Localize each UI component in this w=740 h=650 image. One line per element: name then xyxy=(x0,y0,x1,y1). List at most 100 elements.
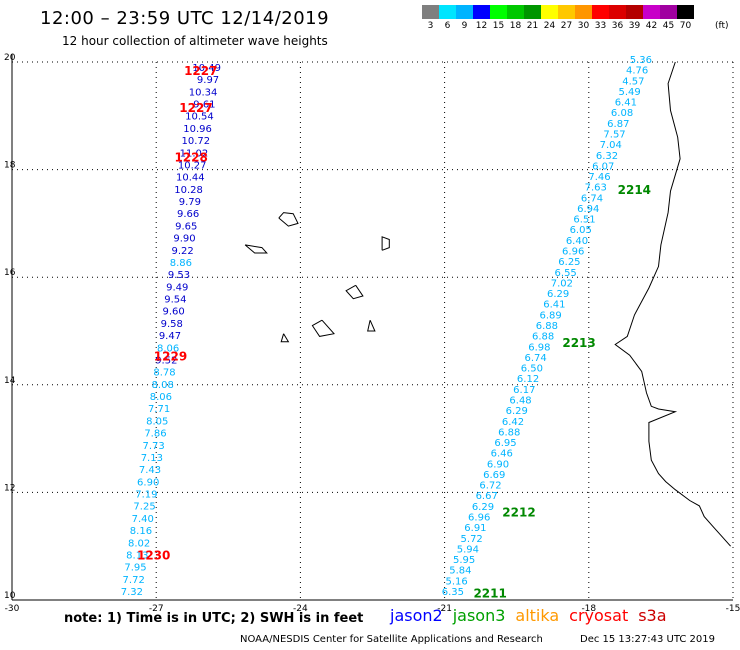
wave-height-obs: 7.32 xyxy=(121,587,143,598)
coastline-segment xyxy=(280,333,290,343)
wave-height-obs: 5.49 xyxy=(618,87,640,98)
wave-height-obs: 8.06 xyxy=(150,392,172,403)
wave-height-obs: 10.27 xyxy=(178,160,207,171)
generated-timestamp: Dec 15 13:27:43 UTC 2019 xyxy=(580,634,715,645)
scale-label: 15 xyxy=(492,21,505,31)
wave-height-obs: 4.76 xyxy=(626,66,648,77)
footnote: note: 1) Time is in UTC; 2) SWH is in fe… xyxy=(64,611,364,626)
wave-height-obs: 9.90 xyxy=(173,234,195,245)
wave-height-obs: 6.48 xyxy=(509,395,531,406)
wave-height-obs: 6.90 xyxy=(137,477,159,488)
wave-height-obs: 6.32 xyxy=(596,151,618,162)
wave-height-obs: 7.04 xyxy=(600,140,622,151)
wave-height-obs: 6.42 xyxy=(502,417,524,428)
wave-height-obs: 9.53 xyxy=(168,270,190,281)
wave-height-obs: 6.05 xyxy=(570,225,592,236)
coastline-segment xyxy=(345,284,364,300)
chart-subtitle: 12 hour collection of altimeter wave hei… xyxy=(62,34,328,48)
wave-height-obs: 9.79 xyxy=(179,197,201,208)
pass-number-label: 1228 xyxy=(174,151,207,165)
scale-swatch xyxy=(626,5,643,19)
wave-height-obs: 7.73 xyxy=(143,441,165,452)
wave-height-obs: 6.74 xyxy=(524,353,546,364)
wave-height-obs: 6.07 xyxy=(592,161,614,172)
wave-height-obs: 9.22 xyxy=(172,246,194,257)
wave-height-obs: 7.19 xyxy=(135,490,157,501)
wave-height-obs: 7.25 xyxy=(133,502,155,513)
pass-number-label: 1229 xyxy=(154,350,187,364)
wave-height-obs: 6.87 xyxy=(607,119,629,130)
scale-label: 27 xyxy=(560,21,573,31)
wave-height-obs: 10.34 xyxy=(189,87,218,98)
coastline xyxy=(244,61,731,547)
scale-label: 39 xyxy=(628,21,641,31)
pass-number-label: 1227 xyxy=(184,64,217,78)
satellite-legend-cryosat: cryosat xyxy=(569,606,629,625)
wave-height-obs: 6.88 xyxy=(536,321,558,332)
scale-label: 6 xyxy=(444,21,451,31)
wave-height-obs: 9.58 xyxy=(161,319,183,330)
wave-height-obs: 6.88 xyxy=(532,332,554,343)
wave-height-obs: 6.88 xyxy=(498,427,520,438)
wave-height-obs: 5.94 xyxy=(457,544,479,555)
scale-label: 12 xyxy=(475,21,488,31)
scale-swatch xyxy=(422,5,439,19)
lat-lon-grid xyxy=(11,54,734,601)
lat-tick-label: 12 xyxy=(4,483,15,493)
scale-swatch xyxy=(439,5,456,19)
pass-number-label: 1227 xyxy=(179,101,212,115)
credit-line: NOAA/NESDIS Center for Satellite Applica… xyxy=(240,634,543,645)
wave-height-obs: 9.47 xyxy=(159,331,181,342)
wave-height-obs: 8.02 xyxy=(128,538,150,549)
scale-swatch xyxy=(456,5,473,19)
scale-swatch xyxy=(541,5,558,19)
wave-height-obs: 9.97 xyxy=(197,75,219,86)
wave-height-obs: 8.86 xyxy=(170,258,192,269)
wave-height-obs: 6.50 xyxy=(521,364,543,375)
wave-height-obs: 8.78 xyxy=(153,368,175,379)
satellite-legend-jason2: jason2 xyxy=(390,606,443,625)
satellite-legend-altika: altika xyxy=(515,606,560,625)
satellite-legend: jason2 jason3 altika cryosat s3a xyxy=(390,606,667,625)
wave-height-obs: 9.65 xyxy=(175,221,197,232)
scale-swatch xyxy=(592,5,609,19)
wave-height-obs: 7.46 xyxy=(588,172,610,183)
track-west: 10.499.9710.349.6110.5410.9610.7211.0210… xyxy=(121,63,221,598)
scale-swatch xyxy=(473,5,490,19)
wave-height-obs: 9.60 xyxy=(162,307,184,318)
wave-height-obs: 6.74 xyxy=(581,193,603,204)
lon-tick-label: -24 xyxy=(293,604,308,614)
scale-label: 33 xyxy=(594,21,607,31)
wave-height-obs: 5.72 xyxy=(461,534,483,545)
wave-height-obs: 7.95 xyxy=(124,563,146,574)
scale-label: 45 xyxy=(662,21,675,31)
lon-tick-label: -18 xyxy=(581,604,596,614)
color-scale: 3 6 9 12 15 18 21 24 27 30 33 36 39 42 45 70 (ft) xyxy=(422,5,729,31)
pass-number-label: 2211 xyxy=(473,586,506,600)
lat-tick-label: 10 xyxy=(4,591,16,601)
lat-tick-label: 16 xyxy=(4,268,16,278)
wave-height-obs: 6.41 xyxy=(543,300,565,311)
scale-swatch xyxy=(507,5,524,19)
wave-height-obs: 8.05 xyxy=(146,416,168,427)
wave-height-obs: 6.46 xyxy=(491,449,513,460)
wave-height-obs: 11.02 xyxy=(180,148,209,159)
scale-swatch xyxy=(609,5,626,19)
wave-height-obs: 7.13 xyxy=(141,453,163,464)
pass-number-label: 2213 xyxy=(562,336,595,350)
scale-label: 18 xyxy=(509,21,522,31)
wave-height-obs: 10.96 xyxy=(183,124,212,135)
coastline-segment xyxy=(614,61,731,547)
wave-height-obs: 6.25 xyxy=(558,257,580,268)
wave-height-obs: 10.44 xyxy=(176,173,205,184)
lon-tick-label: -30 xyxy=(5,604,20,614)
scale-label: 24 xyxy=(543,21,556,31)
wave-height-obs: 6.12 xyxy=(517,374,539,385)
wave-height-obs: 6.51 xyxy=(573,215,595,226)
wave-height-obs: 6.98 xyxy=(528,342,550,353)
wave-height-obs: 7.02 xyxy=(551,278,573,289)
scale-label: 21 xyxy=(526,21,539,31)
wave-height-obs: 6.96 xyxy=(468,513,490,524)
satellite-legend-s3a: s3a xyxy=(638,606,667,625)
